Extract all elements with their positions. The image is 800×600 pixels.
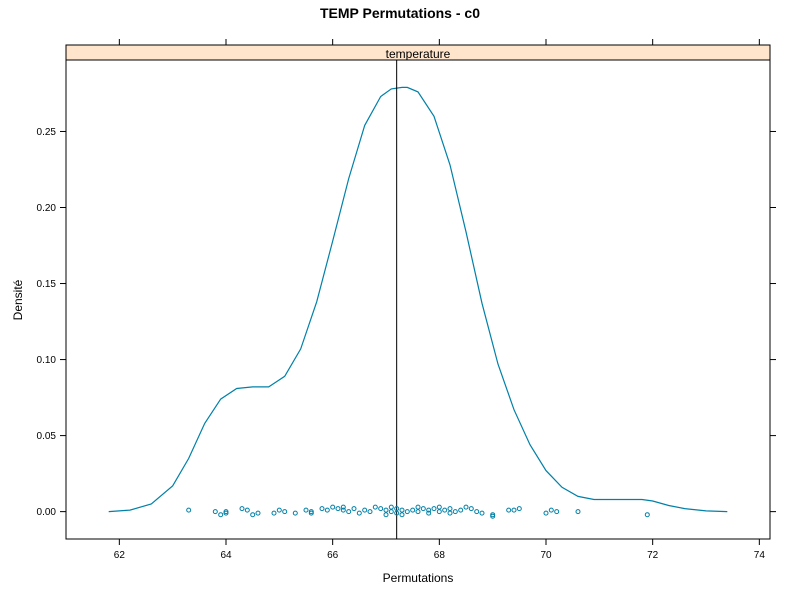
rug-point	[340, 507, 346, 513]
rug-point	[644, 512, 650, 518]
rug-point	[362, 507, 368, 513]
rug-point	[399, 507, 405, 513]
rug-point	[186, 507, 192, 513]
y-axis-title: Densité	[11, 279, 25, 320]
rug-point	[351, 506, 357, 512]
y-tick-label: 0.05	[37, 431, 57, 442]
rug-point	[303, 507, 309, 513]
rug-point	[506, 507, 512, 513]
rug-point	[276, 507, 282, 513]
rug-point	[378, 506, 384, 512]
rug-point	[511, 507, 517, 513]
rug-point	[244, 507, 250, 513]
rug-point	[436, 504, 442, 510]
rug-point	[463, 504, 469, 510]
rug-point	[255, 510, 261, 516]
rug-point	[340, 504, 346, 510]
x-tick-label: 70	[540, 550, 552, 561]
x-tick-label: 68	[434, 550, 446, 561]
rug-point	[426, 507, 432, 513]
rug-point	[575, 509, 581, 515]
rug-point	[458, 507, 464, 513]
rug-point	[383, 507, 389, 513]
rug-point	[415, 504, 421, 510]
rug-point	[399, 512, 405, 518]
strip-label: temperature	[386, 47, 451, 61]
rug-point	[367, 509, 373, 515]
rug-point	[388, 509, 394, 515]
rug-point	[383, 512, 389, 518]
rug-point	[319, 506, 325, 512]
rug-point	[218, 512, 224, 518]
rug-point	[250, 512, 256, 518]
y-tick-label: 0.20	[37, 203, 57, 214]
rug-point	[223, 509, 229, 515]
rug-point	[271, 510, 277, 516]
rug-point	[468, 506, 474, 512]
rug-point	[372, 504, 378, 510]
chart-title: TEMP Permutations - c0	[320, 5, 480, 21]
rug-point	[442, 507, 448, 513]
rug-point	[292, 510, 298, 516]
x-axis-title: Permutations	[383, 571, 454, 585]
rug-point	[388, 504, 394, 510]
rug-point	[330, 504, 336, 510]
axis-ticks: 62 64 66 68 70 72 74 0.00 0.05 0.10 0.15 0.20 0.25	[37, 39, 776, 561]
rug-point	[554, 509, 560, 515]
rug-point	[308, 510, 314, 516]
rug-point	[543, 510, 549, 516]
x-tick-label: 62	[114, 550, 126, 561]
rug-point	[282, 509, 288, 515]
rug-point	[420, 506, 426, 512]
rug-point	[324, 507, 330, 513]
rug-point	[490, 513, 496, 519]
rug-point	[356, 510, 362, 516]
y-tick-label: 0.25	[37, 127, 57, 138]
rug-point	[447, 510, 453, 516]
rug-point	[452, 509, 458, 515]
rug-point	[335, 506, 341, 512]
rug-point	[447, 506, 453, 512]
rug-point	[212, 509, 218, 515]
rug-point	[474, 509, 480, 515]
x-tick-label: 72	[647, 550, 659, 561]
y-tick-label: 0.00	[37, 507, 57, 518]
rug-point	[410, 507, 416, 513]
rug-point	[239, 506, 245, 512]
rug-point	[426, 510, 432, 516]
rug-point	[516, 506, 522, 512]
rug-point	[415, 509, 421, 515]
rug-point	[394, 506, 400, 512]
chart-marks	[108, 60, 728, 539]
rug-point	[548, 507, 554, 513]
strip-background	[66, 45, 770, 60]
x-tick-label: 66	[327, 550, 339, 561]
rug-point	[404, 509, 410, 515]
x-tick-label: 74	[754, 550, 766, 561]
rug-point	[346, 509, 352, 515]
rug-point	[436, 509, 442, 515]
rug-point	[431, 506, 437, 512]
y-tick-label: 0.10	[37, 355, 57, 366]
x-tick-label: 64	[220, 550, 232, 561]
plot-frame	[65, 44, 771, 540]
y-tick-label: 0.15	[37, 279, 57, 290]
rug-point	[479, 510, 485, 516]
density-curve	[108, 86, 728, 513]
